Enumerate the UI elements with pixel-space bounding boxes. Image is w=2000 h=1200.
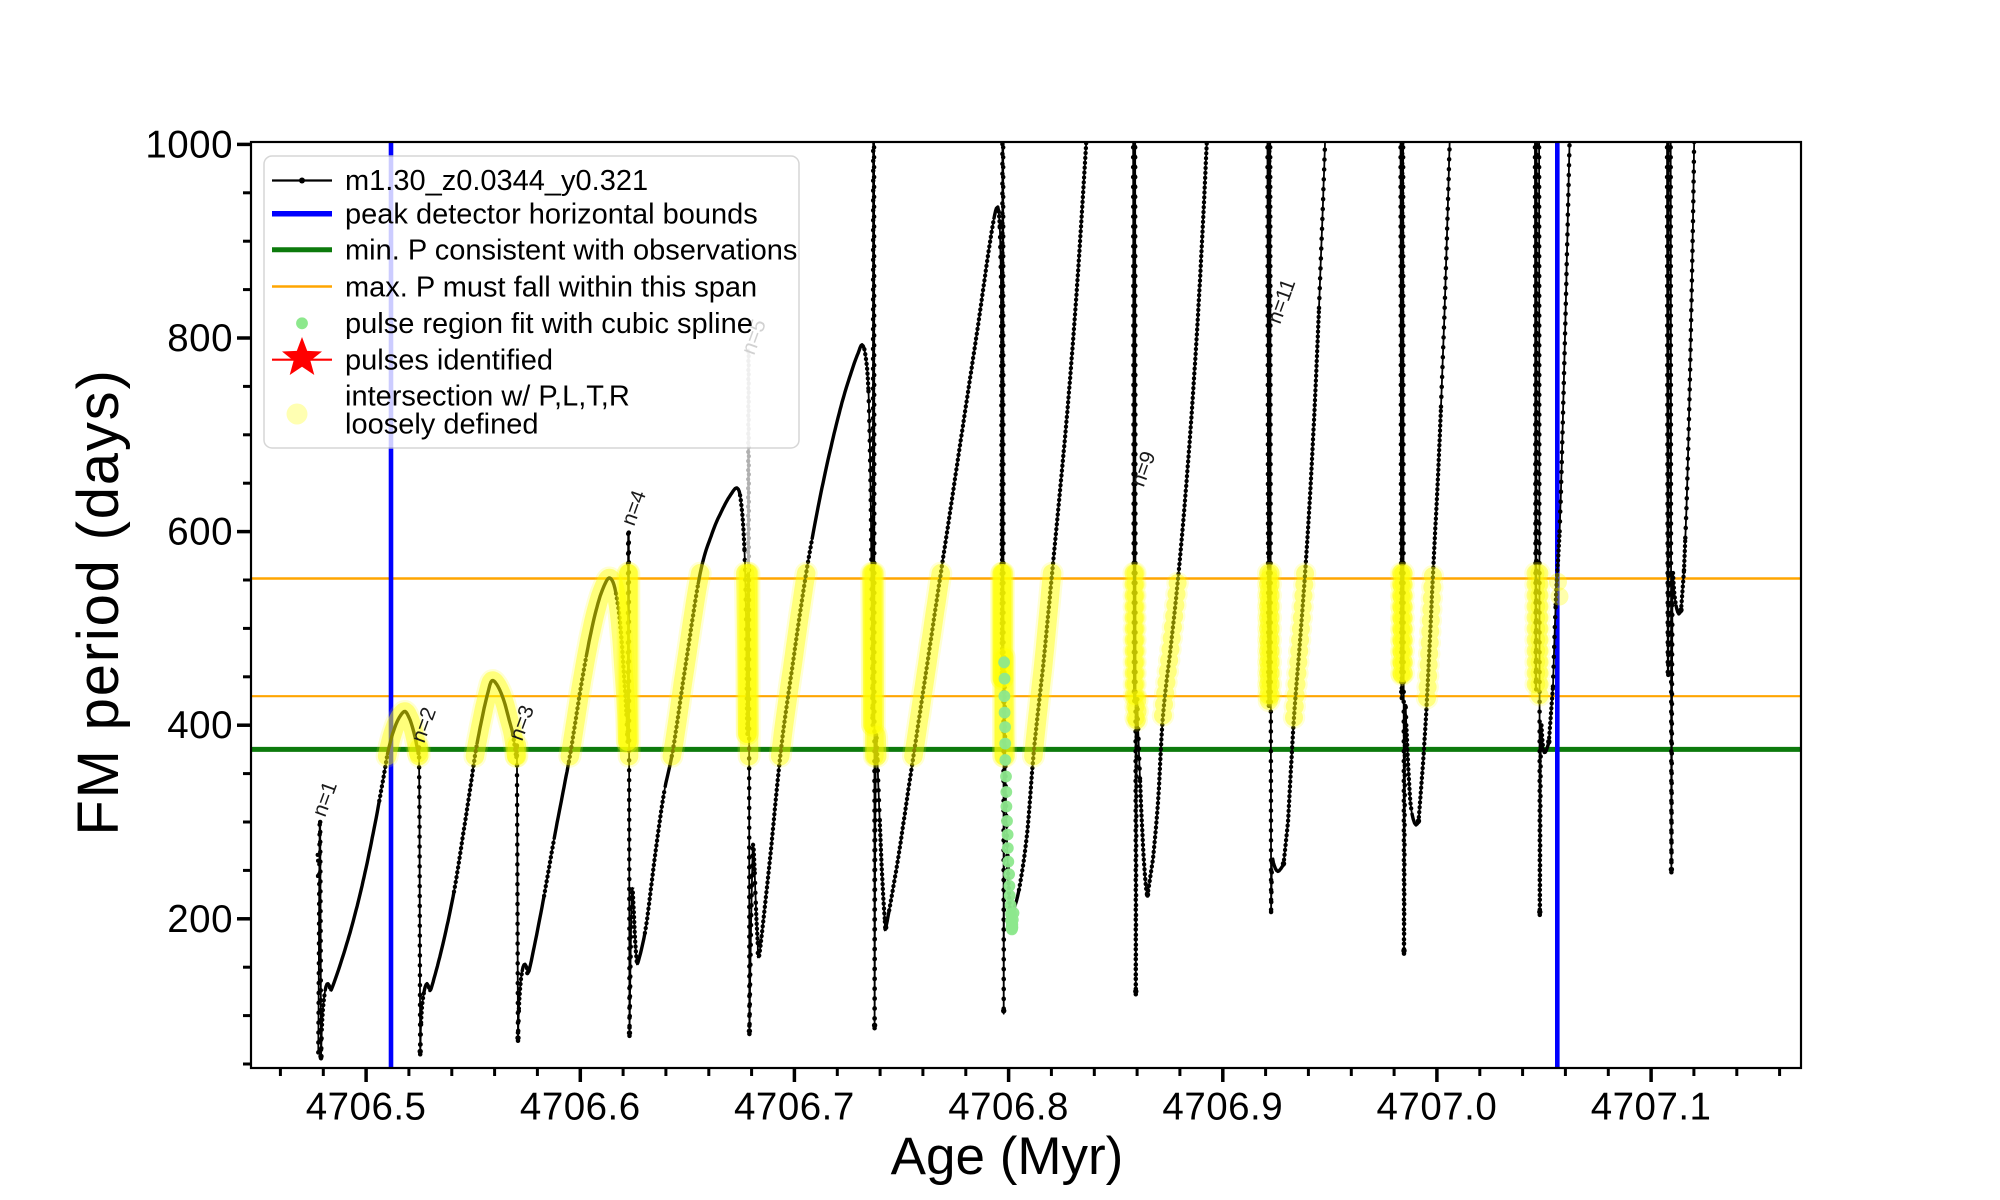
svg-text:4707.0: 4707.0 <box>1377 1086 1498 1129</box>
svg-text:4706.6: 4706.6 <box>520 1086 641 1129</box>
svg-text:intersection w/ P,L,T,R: intersection w/ P,L,T,R <box>345 381 630 413</box>
svg-text:1000: 1000 <box>145 123 233 166</box>
svg-text:400: 400 <box>167 704 233 747</box>
svg-text:pulse region fit with cubic sp: pulse region fit with cubic spline <box>345 308 753 340</box>
svg-text:m1.30_z0.0344_y0.321: m1.30_z0.0344_y0.321 <box>345 165 648 197</box>
svg-text:4707.1: 4707.1 <box>1591 1086 1712 1129</box>
svg-text:4706.5: 4706.5 <box>306 1086 427 1129</box>
svg-text:max. P must fall within this s: max. P must fall within this span <box>345 272 757 304</box>
svg-text:peak detector horizontal bound: peak detector horizontal bounds <box>345 199 758 231</box>
svg-text:600: 600 <box>167 511 233 554</box>
svg-text:200: 200 <box>167 898 233 941</box>
svg-text:min. P consistent with observa: min. P consistent with observations <box>345 235 797 267</box>
svg-text:800: 800 <box>167 317 233 360</box>
svg-text:4706.7: 4706.7 <box>734 1086 855 1129</box>
svg-text:FM period (days): FM period (days) <box>66 368 131 835</box>
svg-text:Age (Myr): Age (Myr) <box>891 1127 1124 1186</box>
svg-text:4706.9: 4706.9 <box>1162 1086 1283 1129</box>
svg-text:4706.8: 4706.8 <box>948 1086 1069 1129</box>
svg-text:pulses identified: pulses identified <box>345 345 553 377</box>
svg-text:loosely defined: loosely defined <box>345 409 538 441</box>
